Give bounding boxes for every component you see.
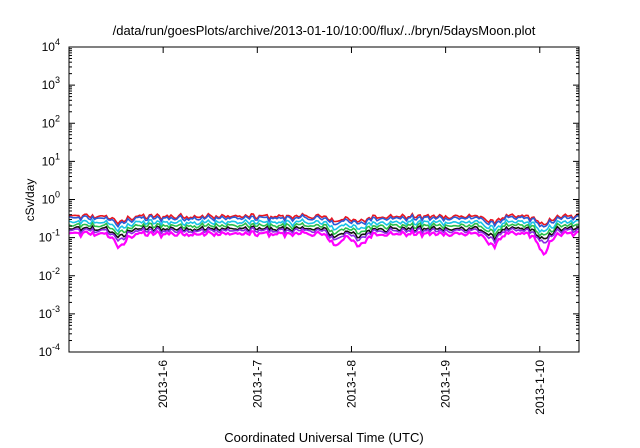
y-tick-label: 10-1 (39, 228, 60, 245)
chart-title: /data/run/goesPlots/archive/2013-01-10/1… (113, 23, 536, 38)
x-tick-label: 2013-1-9 (439, 360, 453, 408)
y-tick-label: 104 (42, 37, 60, 54)
y-tick-label: 10-4 (39, 342, 60, 359)
y-tick-label: 102 (42, 113, 60, 130)
plot-frame (68, 46, 580, 353)
y-tick-label: 10-2 (39, 266, 60, 283)
y-tick-label: 101 (42, 151, 60, 168)
y-tick-label: 103 (42, 75, 60, 92)
y-tick-label: 100 (42, 190, 60, 207)
x-tick-label: 2013-1-10 (533, 360, 547, 415)
series-line (68, 217, 580, 234)
y-tick-label: 10-3 (39, 304, 60, 321)
series-line (68, 226, 580, 245)
y-axis: 10-4 10-3 10-2 10-1 100 101 102 103 104 (39, 37, 579, 359)
x-axis-label: Coordinated Universal Time (UTC) (224, 430, 423, 445)
series-line (68, 221, 580, 238)
x-tick-label: 2013-1-6 (156, 360, 170, 408)
x-tick-label: 2013-1-7 (250, 360, 264, 408)
series-line (68, 228, 580, 257)
plot-area (68, 212, 580, 257)
x-tick-label: 2013-1-8 (344, 360, 358, 408)
series-line (68, 224, 580, 243)
x-axis: 2013-1-6 2013-1-7 2013-1-8 2013-1-9 2013-1-1… (156, 47, 547, 415)
series-line (68, 213, 580, 229)
y-axis-label: cSv/day (23, 179, 37, 222)
